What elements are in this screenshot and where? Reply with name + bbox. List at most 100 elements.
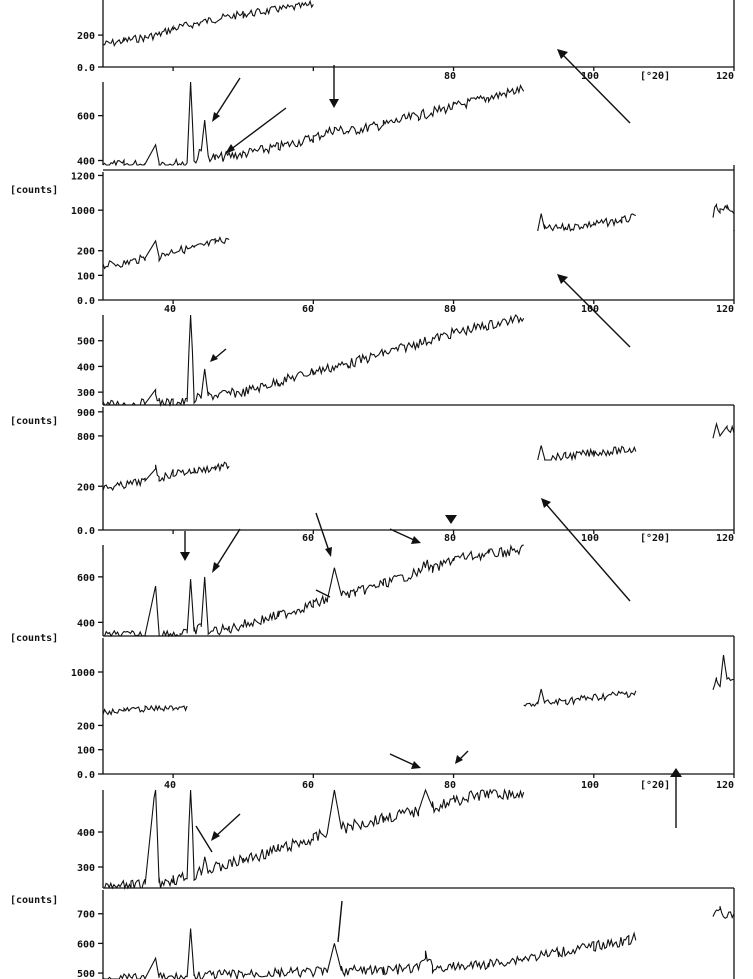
y-tick-label: 0.0: [77, 296, 95, 307]
panel-p11: 300 400: [77, 788, 525, 891]
annotation-arrow: [315, 512, 330, 552]
y-tick-label: 400: [77, 157, 95, 168]
annotation-arrowhead: [212, 562, 220, 573]
y-tick-label: 200: [77, 482, 95, 493]
x-tick-row-1: 80 100 120: [444, 71, 734, 82]
series-line-p4-0: [102, 236, 230, 270]
panel-p5: 300 400 500: [77, 314, 525, 408]
y-tick-label: 600: [77, 573, 95, 584]
x-tick-label: 120: [716, 304, 734, 315]
annotation-arrow: [229, 107, 287, 151]
annotation-arrowhead: [325, 547, 332, 557]
annotation-arrow: [195, 825, 213, 853]
annotation-arrow: [561, 278, 631, 348]
panel-p7: 0.0 200: [77, 460, 735, 537]
annotation-arrowhead: [180, 552, 190, 561]
annotation-arrow: [389, 528, 415, 541]
y-tick-label: 600: [77, 112, 95, 123]
x-tick-label: 120: [716, 71, 734, 82]
x-tick-label: 100: [581, 71, 599, 82]
y-tick-label: 400: [77, 828, 95, 839]
series-line-p9-1: [712, 654, 735, 690]
x-tick-label: 40: [164, 304, 176, 315]
y-tick-label: 400: [77, 362, 95, 373]
y-tick-label: 1200: [71, 171, 95, 182]
annotation-arrowhead: [670, 768, 682, 777]
x-tick-label: 60: [302, 304, 314, 315]
panel-p3: 1000 1200: [71, 171, 735, 232]
series-line-p7-0: [102, 461, 230, 492]
annotation-arrowhead: [445, 515, 457, 524]
x-tick-label: 60: [302, 533, 314, 544]
y-tick-label: 0.0: [77, 63, 95, 74]
annotation-arrowhead: [557, 49, 568, 59]
y-axis-label: [counts]: [10, 416, 58, 427]
y-tick-label: 500: [77, 969, 95, 979]
y-axis-label: [counts]: [10, 895, 58, 906]
annotation-arrowhead: [455, 755, 463, 764]
annotation-arrow: [459, 750, 469, 760]
annotation-arrowhead: [212, 112, 220, 122]
y-tick-label: 300: [77, 863, 95, 874]
annotation-arrowhead: [411, 761, 421, 769]
y-tick-label: 800: [77, 432, 95, 443]
annotation-arrowhead: [411, 536, 421, 544]
x-tick-label: 120: [716, 780, 734, 791]
annotation-arrow: [545, 503, 631, 602]
y-tick-label: 1000: [71, 206, 95, 217]
annotation-arrowhead: [210, 354, 218, 362]
series-line-p9-0: [523, 688, 637, 707]
series-line-p12-0: [102, 928, 637, 979]
annotation-arrow: [215, 813, 241, 837]
x-tick-row-3: 60 80 100 120: [302, 533, 734, 544]
x-axis-unit-labels: [°2θ] [°2θ] [°2θ]: [640, 71, 670, 791]
x-axis-unit-label: [°2θ]: [640, 71, 670, 82]
panel-p10: 0.0 100 200: [77, 704, 735, 781]
annotation-arrowhead: [329, 99, 339, 108]
x-tick-label: 80: [444, 533, 456, 544]
series-line-p6-1: [712, 421, 735, 439]
y-tick-label: 200: [77, 247, 95, 258]
y-tick-label: 700: [77, 910, 95, 921]
series-line-p5-0: [102, 314, 525, 408]
x-tick-label: 80: [444, 71, 456, 82]
panel-p6: 800 900: [77, 407, 735, 462]
series-line-p8-0: [103, 544, 524, 638]
x-tick-label: 60: [302, 780, 314, 791]
x-axis-unit-label: [°2θ]: [640, 533, 670, 544]
y-tick-label: 900: [77, 408, 95, 419]
y-tick-label: 300: [77, 388, 95, 399]
plot-panels: 0.0 200 400 600 1000 1200 0.0 100 200 300 400 500 80…: [71, 0, 735, 979]
y-tick-label: 200: [77, 31, 95, 42]
series-line-p3-0: [537, 213, 636, 232]
series-line-p12-1: [712, 906, 735, 920]
x-tick-label: 100: [581, 304, 599, 315]
y-tick-label: 500: [77, 337, 95, 348]
panel-p4: 0.0 100 200: [77, 231, 735, 307]
y-axis-label: [counts]: [10, 633, 58, 644]
x-axis-unit-label: [°2θ]: [640, 780, 670, 791]
annotation-arrow: [315, 589, 331, 598]
x-tick-label: 100: [581, 533, 599, 544]
annotation-arrowhead: [211, 831, 220, 841]
panel-p8: 400 600: [77, 544, 524, 638]
frame-edges: [103, 0, 735, 979]
y-tick-label: 100: [77, 746, 95, 757]
y-tick-label: 200: [77, 721, 95, 732]
x-tick-label: 80: [444, 780, 456, 791]
y-tick-label: 400: [77, 618, 95, 629]
x-tick-row-2: 40 60 80 100 120: [164, 304, 734, 315]
x-tick-label: 80: [444, 304, 456, 315]
series-line-p2-0: [102, 81, 525, 167]
series-line-p3-1: [712, 202, 735, 218]
series-line-p11-0: [103, 788, 525, 891]
annotation-arrow: [337, 900, 343, 943]
annotation-arrow: [214, 77, 241, 118]
annotation-arrow: [389, 753, 415, 766]
panel-p2: 400 600: [77, 81, 525, 168]
x-tick-label: 120: [716, 533, 734, 544]
annotation-arrowhead: [557, 274, 568, 284]
x-tick-row-4: 40 60 80 100 120: [164, 780, 734, 791]
annotation-arrow: [215, 528, 241, 568]
panel-p9: 1000: [71, 638, 735, 707]
